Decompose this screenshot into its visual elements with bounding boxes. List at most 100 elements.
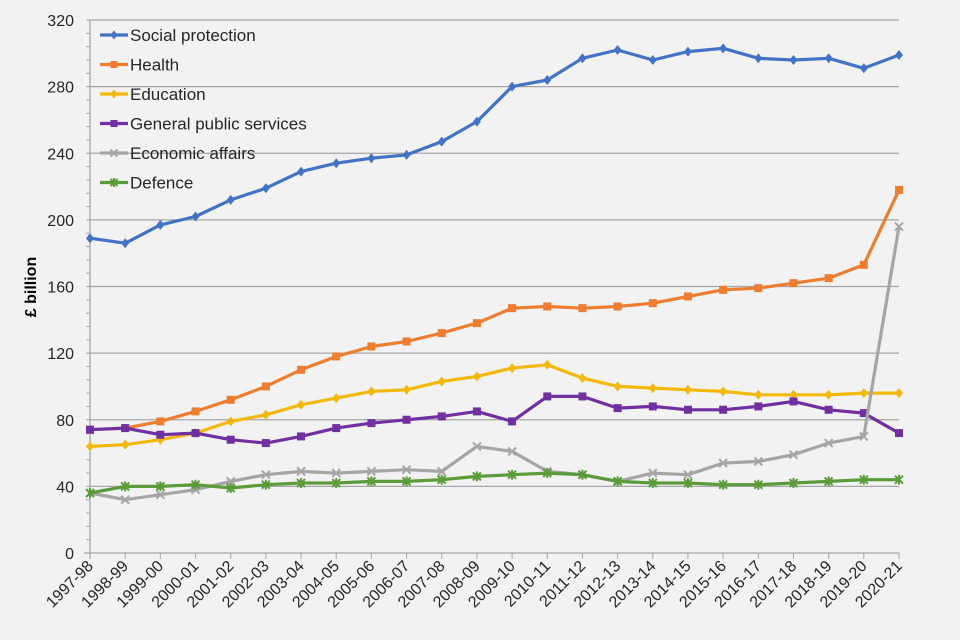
series-line: [89, 363, 899, 448]
data-point: [226, 395, 235, 404]
data-point: [472, 116, 481, 127]
legend-label: Education: [130, 85, 206, 104]
legend-item: Defence: [100, 174, 193, 193]
data-point: [613, 381, 622, 392]
data-point: [895, 388, 903, 399]
legend-label: Social protection: [130, 26, 256, 45]
data-point: [719, 386, 728, 397]
data-point: [789, 397, 798, 406]
data-point: [437, 412, 446, 421]
data-point: [261, 439, 270, 448]
data-point: [110, 89, 118, 99]
data-point: [402, 337, 411, 346]
data-point: [261, 470, 271, 480]
data-point: [86, 441, 94, 452]
data-point: [110, 30, 118, 40]
data-point: [226, 435, 235, 444]
data-point: [719, 285, 728, 294]
gridlines: [90, 19, 899, 488]
data-point: [894, 221, 904, 232]
data-point: [366, 476, 377, 487]
series-social-protection: [86, 43, 903, 249]
data-point: [718, 479, 728, 490]
data-point: [683, 478, 693, 489]
axes: [84, 19, 900, 559]
data-point: [719, 43, 728, 54]
data-point: [437, 376, 446, 387]
data-point: [718, 458, 728, 468]
data-point: [613, 404, 622, 413]
data-point: [753, 456, 764, 467]
data-point: [543, 392, 552, 401]
y-tick-label: 120: [47, 346, 74, 363]
data-point: [402, 415, 411, 424]
data-point: [191, 429, 200, 438]
legend-item: Social protection: [100, 26, 256, 45]
data-point: [894, 474, 904, 485]
data-point: [788, 478, 799, 489]
data-point: [402, 149, 411, 160]
legend-label: Defence: [130, 174, 193, 193]
data-point: [824, 389, 833, 400]
data-point: [895, 49, 903, 60]
data-point: [297, 432, 306, 441]
data-point: [895, 429, 903, 438]
data-point: [85, 488, 95, 499]
data-point: [824, 53, 833, 64]
y-tick-label: 200: [47, 213, 74, 230]
legend-item: Health: [100, 56, 179, 75]
data-point: [507, 446, 517, 457]
data-point: [754, 402, 763, 411]
data-point: [437, 136, 446, 147]
data-point: [789, 279, 798, 288]
data-point: [121, 238, 130, 249]
data-point: [612, 476, 623, 487]
data-point: [261, 479, 271, 490]
data-point: [577, 469, 588, 480]
data-point: [859, 409, 868, 418]
data-point: [366, 466, 377, 477]
data-point: [332, 393, 341, 404]
data-point: [191, 211, 200, 222]
data-point: [859, 260, 868, 269]
data-point: [507, 469, 517, 480]
data-point: [331, 478, 341, 489]
data-point: [683, 292, 692, 301]
data-point: [296, 478, 306, 489]
data-point: [155, 481, 166, 492]
y-axis-label: £ billion: [23, 257, 40, 317]
data-point: [859, 474, 869, 485]
data-point: [226, 194, 235, 205]
data-point: [648, 468, 658, 478]
legend-item: Education: [100, 85, 206, 104]
series-health: [86, 185, 903, 434]
data-point: [789, 389, 798, 400]
data-point: [578, 373, 587, 384]
data-point: [754, 53, 763, 64]
data-point: [109, 178, 119, 187]
series-line: [89, 46, 900, 245]
legend-item: General public services: [100, 115, 307, 134]
y-tick-labels: 0 40 80 120 160 200 240 280 320: [47, 13, 74, 563]
data-point: [86, 425, 94, 434]
data-point: [296, 466, 306, 477]
data-point: [543, 302, 552, 311]
data-point: [297, 166, 306, 177]
data-point: [859, 63, 868, 74]
data-point: [297, 399, 306, 410]
y-tick-label: 160: [47, 280, 74, 297]
data-point: [402, 384, 411, 395]
data-point: [648, 54, 657, 65]
data-point: [261, 183, 270, 194]
data-point: [332, 158, 341, 169]
data-point: [367, 386, 376, 397]
data-point: [719, 405, 728, 414]
data-point: [190, 479, 201, 490]
data-point: [472, 471, 482, 482]
data-point: [542, 468, 552, 479]
data-point: [789, 54, 798, 65]
legend-label: Economic affairs: [130, 144, 255, 163]
y-tick-label: 320: [47, 13, 74, 30]
data-point: [261, 382, 270, 391]
